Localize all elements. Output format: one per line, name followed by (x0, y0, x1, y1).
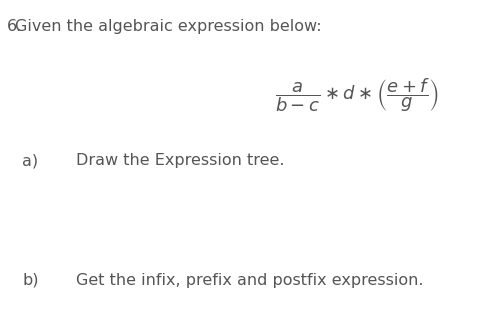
Text: Get the infix, prefix and postfix expression.: Get the infix, prefix and postfix expres… (76, 273, 423, 288)
Text: a): a) (22, 153, 38, 168)
Text: Draw the Expression tree.: Draw the Expression tree. (76, 153, 284, 168)
Text: 6.: 6. (7, 19, 22, 34)
Text: $\dfrac{a}{b-c} \ast d\ast \left(\dfrac{e+f}{g}\right)$: $\dfrac{a}{b-c} \ast d\ast \left(\dfrac{… (275, 77, 438, 114)
Text: Given the algebraic expression below:: Given the algebraic expression below: (15, 19, 321, 34)
Text: b): b) (22, 273, 39, 288)
